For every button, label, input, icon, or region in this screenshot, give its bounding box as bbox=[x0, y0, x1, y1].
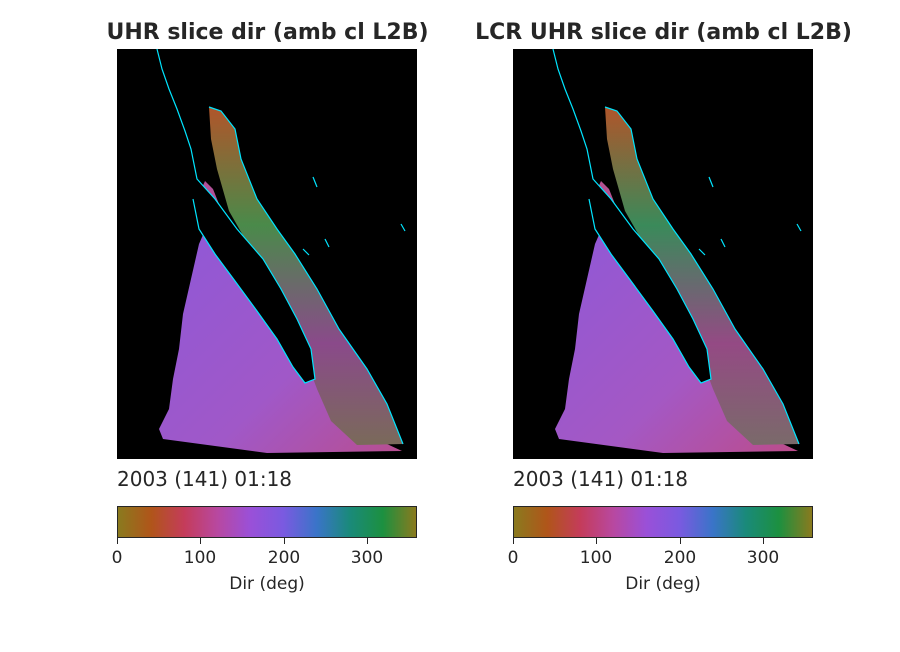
colorbar-tick bbox=[200, 538, 201, 544]
colorbar-tick-label: 300 bbox=[746, 548, 780, 568]
coastline bbox=[552, 49, 802, 445]
colorbar-tick-label: 100 bbox=[579, 548, 613, 568]
colorbar-tick bbox=[596, 538, 597, 544]
gulf-field bbox=[209, 107, 403, 445]
baja-peninsula bbox=[589, 179, 711, 383]
panel-left-colorbar bbox=[117, 506, 417, 538]
colorbar-tick bbox=[763, 538, 764, 544]
colorbar-tick-label: 200 bbox=[267, 548, 301, 568]
colorbar-tick bbox=[117, 538, 118, 544]
coastline bbox=[156, 49, 406, 445]
colorbar-tick-label: 200 bbox=[663, 548, 697, 568]
gulf-field bbox=[605, 107, 799, 445]
colorbar-tick-label: 100 bbox=[183, 548, 217, 568]
panel-right-timestamp: 2003 (141) 01:18 bbox=[513, 467, 689, 491]
panel-left-title: UHR slice dir (amb cl L2B) bbox=[106, 20, 429, 45]
colorbar-tick bbox=[513, 538, 514, 544]
panel-right-map bbox=[513, 49, 813, 459]
colorbar-tick-label: 300 bbox=[350, 548, 384, 568]
baja-peninsula bbox=[193, 179, 315, 383]
colorbar-tick-label: 0 bbox=[111, 548, 123, 568]
panel-right-colorbar-label: Dir (deg) bbox=[625, 574, 701, 594]
colorbar-tick bbox=[680, 538, 681, 544]
panel-left-timestamp: 2003 (141) 01:18 bbox=[117, 467, 293, 491]
colorbar-tick bbox=[284, 538, 285, 544]
colorbar-tick-label: 0 bbox=[507, 548, 519, 568]
panel-right-title: LCR UHR slice dir (amb cl L2B) bbox=[475, 20, 852, 45]
panel-left-map bbox=[117, 49, 417, 459]
panel-left-colorbar-label: Dir (deg) bbox=[229, 574, 305, 594]
panel-right-colorbar bbox=[513, 506, 813, 538]
colorbar-tick bbox=[367, 538, 368, 544]
